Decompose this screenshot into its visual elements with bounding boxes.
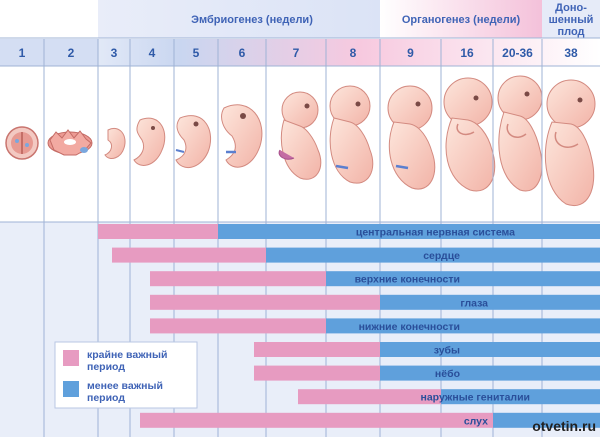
organ-period-bars: центральная нервная система сердце верхние… xyxy=(98,224,600,428)
fetus-week8-illustration xyxy=(329,85,374,184)
less-important-period-bar xyxy=(380,294,600,310)
watermark: otvetin.ru xyxy=(532,418,596,434)
week-numbers-row xyxy=(0,39,600,66)
organogenesis-header-band xyxy=(380,0,542,38)
organogenesis-title: Органогенез (недели) xyxy=(402,14,521,26)
critical-period-bar xyxy=(98,224,218,239)
critical-period-bar xyxy=(254,342,380,357)
week-label: 2 xyxy=(68,46,75,60)
legend: крайне важный период менее важный период xyxy=(54,341,198,409)
blastocyst-illustration xyxy=(47,129,93,156)
embryo-week7-illustration xyxy=(278,91,322,180)
embryo-week6-illustration xyxy=(221,104,263,168)
less-important-period-bar xyxy=(380,342,600,357)
fullterm-title-line1: Доно- xyxy=(555,2,587,14)
fullterm-title-line2: шенный xyxy=(549,14,594,26)
legend-less-swatch xyxy=(63,381,79,397)
organ-label: сердце xyxy=(423,250,460,262)
week-number-labels: 1 2 3 4 5 6 7 8 9 16 20-36 38 xyxy=(19,46,578,60)
week-label: 16 xyxy=(460,46,474,60)
organ-label: наружные гениталии xyxy=(420,392,530,404)
less-important-period-bar xyxy=(218,224,600,239)
fetus-week9-illustration xyxy=(387,85,436,190)
less-important-period-bar xyxy=(441,389,600,405)
week-label: 20-36 xyxy=(502,46,533,60)
fullterm-header-band xyxy=(542,0,600,38)
week-label: 6 xyxy=(239,46,246,60)
embryo-week4-illustration xyxy=(133,117,166,166)
critical-period-bar xyxy=(112,247,266,263)
critical-period-bar xyxy=(150,318,326,334)
legend-critical-swatch xyxy=(63,350,79,366)
organ-label: слух xyxy=(464,415,488,427)
less-important-period-bar xyxy=(266,247,600,263)
fetus-week20-36-illustration xyxy=(497,75,543,192)
embryo-week3-illustration xyxy=(104,128,126,159)
week-label: 7 xyxy=(293,46,300,60)
critical-period-bar xyxy=(140,412,493,428)
less-important-period-bar xyxy=(326,318,600,334)
week-label: 38 xyxy=(564,46,578,60)
embryogenesis-title: Эмбриогенез (недели) xyxy=(191,14,313,26)
embryo-week5-illustration xyxy=(175,115,212,168)
week-label: 3 xyxy=(111,46,118,60)
critical-period-bar xyxy=(254,365,380,381)
less-important-period-bar xyxy=(493,412,600,428)
legend-less-line2: период xyxy=(87,392,125,404)
less-important-period-bar xyxy=(326,271,600,287)
organ-label: нижние конечности xyxy=(359,321,460,333)
week-label: 8 xyxy=(350,46,357,60)
fetus-week38-illustration xyxy=(544,79,596,207)
fetus-week16-illustration xyxy=(443,77,496,192)
organ-label: центральная нервная система xyxy=(356,227,515,239)
critical-period-bar xyxy=(150,271,326,287)
legend-critical-line1: крайне важный xyxy=(87,349,167,361)
legend-critical-line2: период xyxy=(87,361,125,373)
organ-label: верхние конечности xyxy=(355,274,460,286)
legend-less-line1: менее важный xyxy=(87,380,163,392)
embryogenesis-header-band xyxy=(98,0,380,38)
organ-label: глаза xyxy=(460,297,488,309)
embryo-illustrations xyxy=(5,75,596,207)
fullterm-title-line3: плод xyxy=(557,26,584,38)
week-label: 5 xyxy=(193,46,200,60)
critical-period-bar xyxy=(150,294,380,310)
zygote-illustration xyxy=(5,126,39,160)
less-important-period-bar xyxy=(380,365,600,381)
week-label: 1 xyxy=(19,46,26,60)
week-label: 4 xyxy=(149,46,156,60)
critical-period-bar xyxy=(298,389,441,405)
week-label: 9 xyxy=(407,46,414,60)
organ-label: зубы xyxy=(434,345,460,357)
organ-label: нёбо xyxy=(435,368,460,380)
